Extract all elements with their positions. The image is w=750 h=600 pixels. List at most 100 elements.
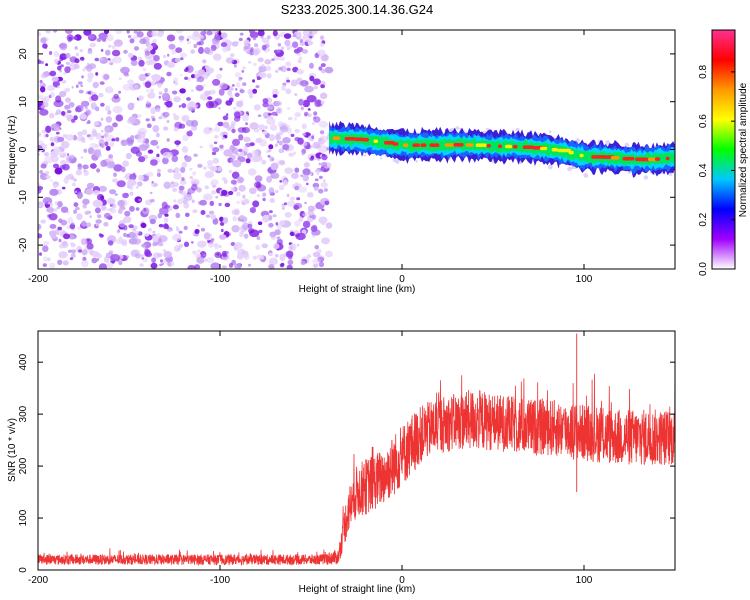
spectrogram-ridge-halo: [547, 164, 553, 170]
spectrogram-noise-blob: [80, 156, 84, 159]
spectrogram-noise-blob: [191, 33, 201, 41]
spectrogram-noise-blob: [171, 155, 179, 163]
spectrogram-noise-blob: [303, 111, 309, 116]
spectrogram-ridge-core: [392, 142, 399, 146]
spectrogram-noise-blob: [151, 74, 162, 82]
spectrogram-noise-blob: [109, 189, 117, 195]
spectrogram-noise-blob: [150, 159, 158, 166]
spectrogram-noise-blob: [111, 203, 117, 209]
spectrogram-noise-blob: [59, 53, 68, 60]
spectrogram-noise-blob: [173, 167, 180, 174]
spectrogram-noise-blob: [210, 214, 217, 220]
spectrogram-noise-blob: [67, 217, 74, 225]
spectrogram-noise-blob: [204, 185, 209, 190]
spectrogram-noise-blob: [257, 57, 264, 63]
spectrogram-noise-blob: [242, 66, 246, 70]
spectrogram-noise-blob: [253, 104, 261, 111]
x-tick-label: 0: [399, 575, 405, 586]
spectrogram-noise-blob: [307, 108, 311, 111]
spectrogram-noise-blob: [91, 251, 100, 258]
spectrogram-noise-blob: [168, 43, 176, 50]
spectrogram-noise-blob: [142, 67, 147, 72]
spectrogram-noise-blob: [164, 213, 169, 217]
spectrogram-noise-blob: [87, 239, 90, 242]
spectrogram-noise-blob: [212, 217, 219, 225]
spectrogram-noise-blob: [105, 49, 111, 56]
spectrogram-noise-blob: [141, 257, 144, 260]
spectrogram-noise-blob: [325, 250, 333, 258]
spectrogram-noise-blob: [297, 137, 304, 145]
spectrogram-noise-blob: [320, 100, 325, 105]
spectrogram-noise-blob: [183, 194, 193, 201]
spectrogram-noise-blob: [60, 160, 67, 165]
spectrogram-noise-blob: [86, 64, 93, 72]
spectrogram-noise-blob: [282, 180, 288, 186]
spectrogram-noise-blob: [42, 197, 53, 205]
spectrogram-noise-blob: [107, 197, 114, 205]
spectrogram-noise-blob: [49, 224, 57, 229]
spectrogram-noise-blob: [286, 193, 290, 198]
spectrogram-noise-blob: [311, 122, 315, 126]
spectrogram-noise-blob: [230, 242, 236, 246]
spectrogram-noise-blob: [302, 174, 310, 182]
spectrogram-ridge-core: [412, 143, 420, 147]
spectrogram-noise-blob: [181, 177, 185, 182]
spectrogram-noise-blob: [75, 84, 79, 88]
spectrogram-noise-blob: [87, 147, 95, 155]
spectrogram-noise-blob: [221, 46, 229, 53]
spectrogram-noise-blob: [146, 100, 150, 105]
spectrogram-noise-blob: [249, 187, 257, 195]
y-tick-label: 100: [18, 509, 29, 526]
spectrogram-noise-blob: [219, 144, 224, 149]
spectrogram-noise-blob: [255, 137, 263, 144]
spectrogram-noise-blob: [164, 101, 169, 106]
spectrogram-noise-blob: [173, 96, 181, 103]
spectrogram-noise-blob: [90, 163, 97, 169]
spectrogram-noise-blob: [258, 65, 268, 73]
spectrogram-noise-blob: [190, 74, 196, 79]
spectrogram-noise-blob: [216, 73, 222, 80]
spectrogram-noise-blob: [101, 135, 105, 139]
colorbar-tick-label: 0.8: [698, 64, 709, 78]
spectrogram-ridge-halo: [395, 159, 400, 164]
spectrogram-ridge-core: [512, 144, 518, 149]
spectrogram-noise-blob: [135, 207, 140, 211]
spectrogram-noise-blob: [57, 201, 63, 208]
spectrogram-noise-blob: [190, 241, 194, 244]
spectrogram-noise-blob: [205, 214, 211, 218]
spectrogram-noise-blob: [189, 167, 193, 171]
spectrogram-noise-blob: [54, 58, 59, 64]
spectrogram-noise-blob: [132, 35, 139, 40]
spectrogram-noise-blob: [181, 103, 187, 109]
spectrogram-noise-blob: [189, 176, 194, 180]
spectrogram-noise-blob: [219, 234, 227, 240]
spectrogram-noise-blob: [60, 64, 64, 68]
spectrogram-noise-blob: [210, 44, 217, 52]
spectrogram-noise-blob: [82, 203, 87, 209]
spectrogram-noise-blob: [153, 55, 160, 62]
spectrogram-noise-blob: [312, 251, 321, 258]
spectrogram-noise-blob: [141, 243, 147, 248]
spectrogram-noise-blob: [156, 145, 160, 149]
spectrogram-noise-blob: [166, 34, 176, 42]
spectrogram-noise-blob: [128, 238, 138, 245]
spectrogram-noise-blob: [313, 85, 319, 90]
spectrogram-noise-blob: [229, 94, 233, 99]
spectrogram-noise-blob: [311, 214, 317, 220]
spectrogram-noise-blob: [158, 242, 164, 247]
spectrogram-noise-blob: [180, 73, 183, 77]
spectrogram-noise-blob: [220, 228, 224, 233]
spectrogram-noise-blob: [203, 166, 207, 170]
spectrogram-noise-blob: [167, 61, 176, 68]
spectrogram-noise-blob: [242, 222, 250, 231]
spectrogram-noise-blob: [273, 243, 280, 250]
spectrogram-noise-blob: [280, 257, 285, 261]
spectrogram-noise-blob: [126, 255, 129, 259]
spectrogram-noise-blob: [178, 35, 185, 41]
spectrogram-noise-blob: [138, 174, 145, 181]
spectrogram-noise-blob: [179, 88, 186, 94]
spectrogram-noise-blob: [222, 217, 229, 224]
spectrogram-noise-blob: [241, 70, 245, 73]
spectrogram-noise-blob: [221, 189, 228, 196]
spectrogram-noise-blob: [298, 216, 303, 221]
